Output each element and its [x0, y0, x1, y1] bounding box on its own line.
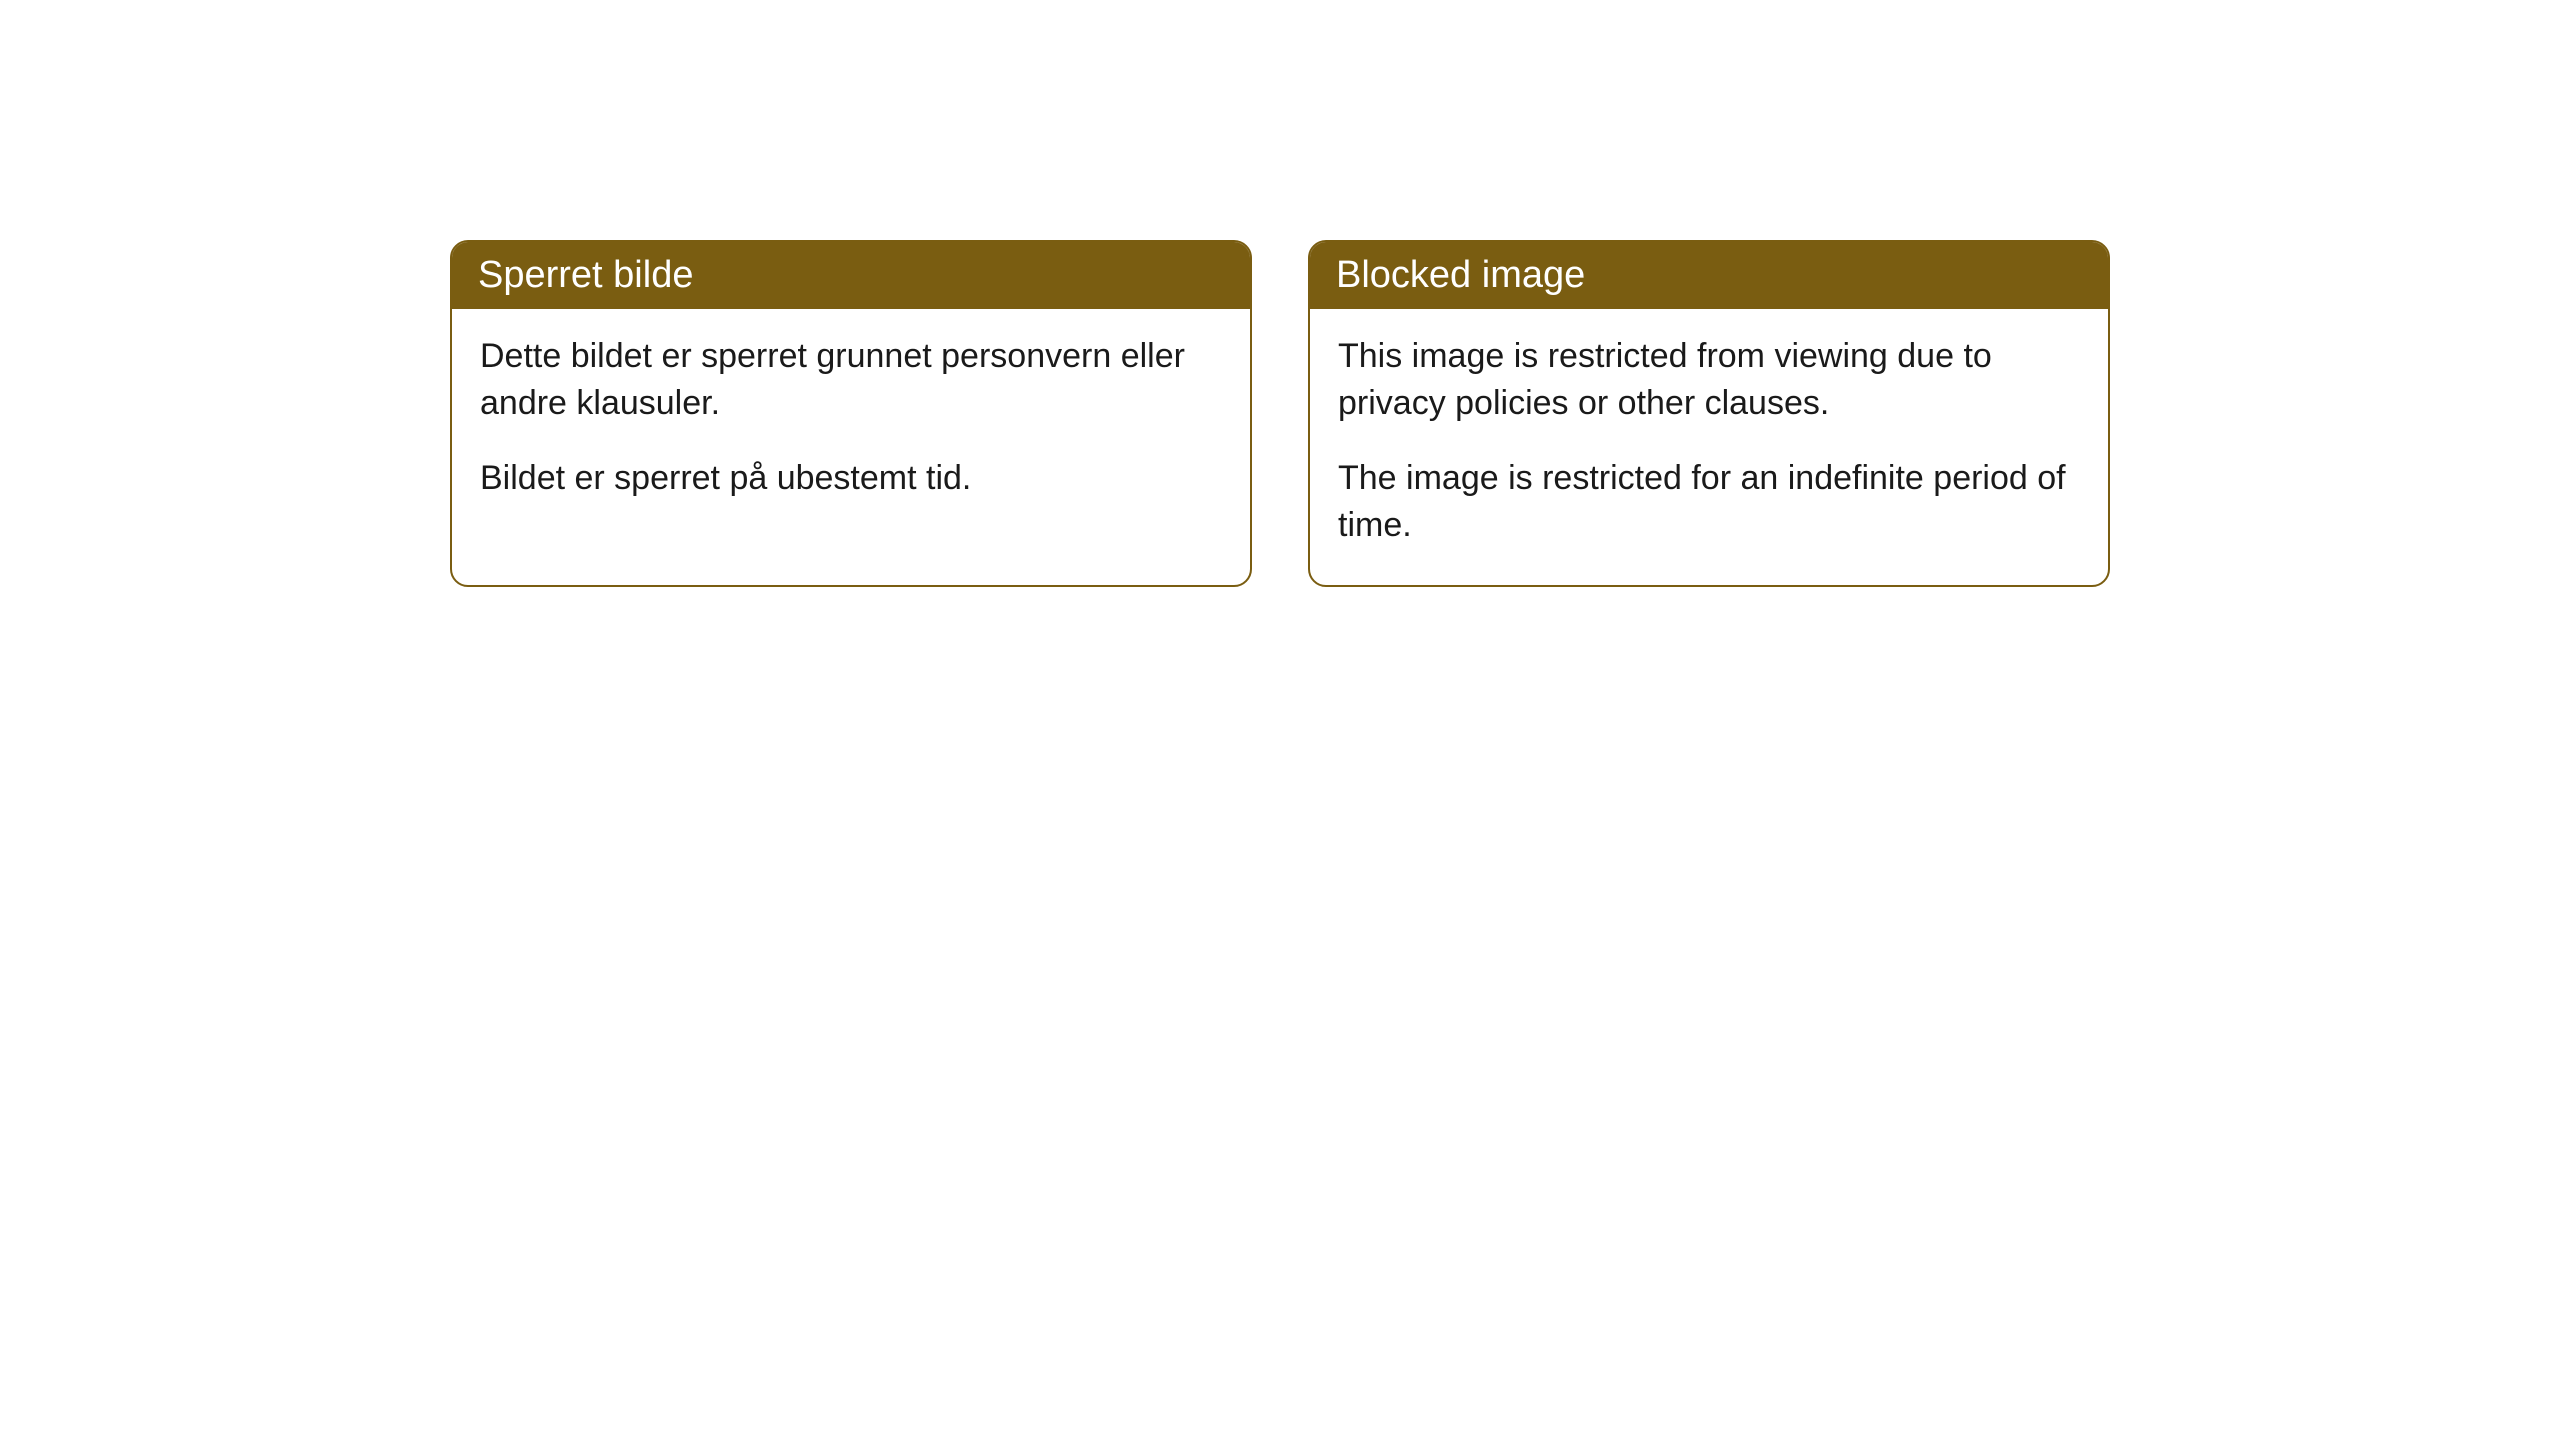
card-paragraph-2: The image is restricted for an indefinit… [1338, 455, 2080, 549]
card-body: This image is restricted from viewing du… [1310, 309, 2108, 585]
card-title: Blocked image [1336, 254, 1585, 296]
blocked-image-card-english: Blocked image This image is restricted f… [1308, 240, 2110, 587]
notice-cards-container: Sperret bilde Dette bildet er sperret gr… [450, 240, 2110, 587]
card-body: Dette bildet er sperret grunnet personve… [452, 309, 1250, 538]
card-paragraph-1: Dette bildet er sperret grunnet personve… [480, 333, 1222, 427]
card-paragraph-2: Bildet er sperret på ubestemt tid. [480, 455, 1222, 502]
card-paragraph-1: This image is restricted from viewing du… [1338, 333, 2080, 427]
blocked-image-card-norwegian: Sperret bilde Dette bildet er sperret gr… [450, 240, 1252, 587]
card-title: Sperret bilde [478, 254, 693, 296]
card-header: Blocked image [1310, 242, 2108, 309]
card-header: Sperret bilde [452, 242, 1250, 309]
